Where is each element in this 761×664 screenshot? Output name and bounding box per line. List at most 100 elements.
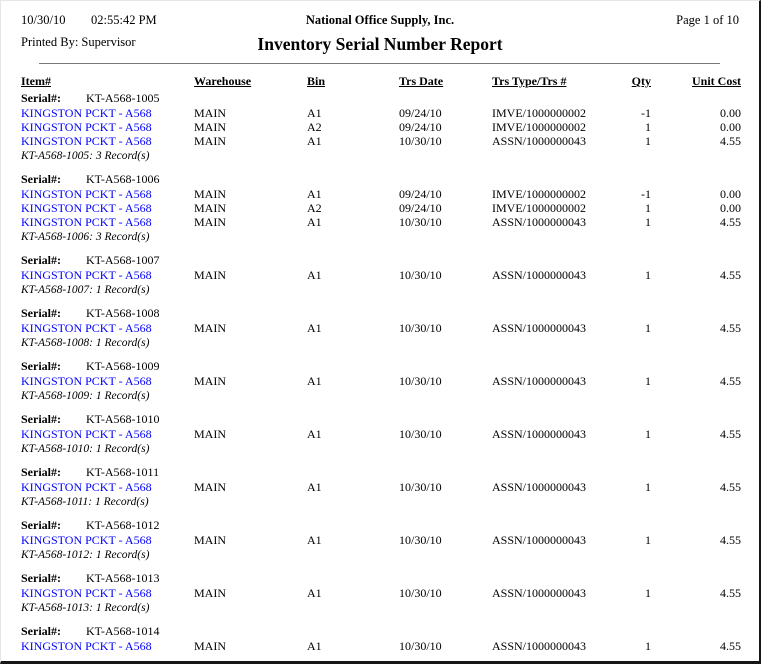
- trs-date-cell: 10/30/10: [399, 374, 442, 388]
- col-header-trs-type: Trs Type/Trs #: [492, 74, 567, 88]
- trs-date-cell: 10/30/10: [399, 268, 442, 282]
- page-indicator: Page 1 of 10: [676, 13, 739, 27]
- header-line-1: 10/30/10 02:55:42 PM National Office Sup…: [21, 13, 739, 33]
- item-link[interactable]: KINGSTON PCKT - A568: [21, 201, 152, 215]
- serial-line: Serial#: KT-A568-1008: [21, 305, 738, 321]
- item-link[interactable]: KINGSTON PCKT - A568: [21, 134, 152, 148]
- unit-cost-cell: 4.55: [720, 586, 741, 600]
- report-time: 02:55:42 PM: [91, 13, 157, 27]
- serial-label: Serial#:: [21, 306, 61, 320]
- bin-cell: A1: [307, 480, 322, 494]
- item-link[interactable]: KINGSTON PCKT - A568: [21, 639, 152, 653]
- group-summary: KT-A568-1013: 1 Record(s): [21, 602, 150, 614]
- qty-cell: 1: [645, 427, 651, 441]
- item-link[interactable]: KINGSTON PCKT - A568: [21, 480, 152, 494]
- warehouse-cell: MAIN: [194, 201, 226, 215]
- company-name: National Office Supply, Inc.: [305, 13, 455, 27]
- qty-cell: 1: [645, 639, 651, 653]
- trs-date-cell: 09/24/10: [399, 201, 442, 215]
- bin-cell: A1: [307, 268, 322, 282]
- qty-cell: 1: [645, 215, 651, 229]
- qty-cell: 1: [645, 533, 651, 547]
- item-link[interactable]: KINGSTON PCKT - A568: [21, 374, 152, 388]
- serial-line: Serial#: KT-A568-1009: [21, 358, 738, 374]
- trs-date-cell: 09/24/10: [399, 106, 442, 120]
- qty-cell: 1: [645, 268, 651, 282]
- serial-number: KT-A568-1012: [86, 518, 160, 532]
- trs-type-cell: ASSN/1000000043: [492, 639, 587, 653]
- warehouse-cell: MAIN: [194, 639, 226, 653]
- table-row: KINGSTON PCKT - A568 MAIN A1 10/30/10 AS…: [21, 533, 741, 547]
- group-rows: KINGSTON PCKT - A568 MAIN A1 10/30/10 AS…: [21, 480, 741, 494]
- unit-cost-cell: 4.55: [720, 427, 741, 441]
- unit-cost-cell: 0.00: [720, 201, 741, 215]
- groups-container: Serial#: KT-A568-1005 KINGSTON PCKT - A5…: [21, 90, 741, 653]
- serial-number: KT-A568-1009: [86, 359, 160, 373]
- table-row: KINGSTON PCKT - A568 MAIN A1 10/30/10 AS…: [21, 134, 741, 148]
- bin-cell: A1: [307, 586, 322, 600]
- warehouse-cell: MAIN: [194, 106, 226, 120]
- item-link[interactable]: KINGSTON PCKT - A568: [21, 427, 152, 441]
- bin-cell: A1: [307, 533, 322, 547]
- trs-date-cell: 10/30/10: [399, 321, 442, 335]
- group-rows: KINGSTON PCKT - A568 MAIN A1 10/30/10 AS…: [21, 639, 741, 653]
- serial-line: Serial#: KT-A568-1011: [21, 464, 738, 480]
- group-summary: KT-A568-1012: 1 Record(s): [21, 549, 150, 561]
- item-link[interactable]: KINGSTON PCKT - A568: [21, 215, 152, 229]
- item-link[interactable]: KINGSTON PCKT - A568: [21, 586, 152, 600]
- trs-type-cell: IMVE/1000000002: [492, 201, 586, 215]
- bin-cell: A1: [307, 321, 322, 335]
- serial-line: Serial#: KT-A568-1006: [21, 171, 738, 187]
- serial-label: Serial#:: [21, 412, 61, 426]
- table-row: KINGSTON PCKT - A568 MAIN A1 10/30/10 AS…: [21, 215, 741, 229]
- group-summary: KT-A568-1011: 1 Record(s): [21, 496, 149, 508]
- serial-label: Serial#:: [21, 571, 61, 585]
- serial-group: Serial#: KT-A568-1008 KINGSTON PCKT - A5…: [21, 305, 741, 351]
- table-row: KINGSTON PCKT - A568 MAIN A1 09/24/10 IM…: [21, 187, 741, 201]
- item-link[interactable]: KINGSTON PCKT - A568: [21, 106, 152, 120]
- unit-cost-cell: 4.55: [720, 533, 741, 547]
- serial-group: Serial#: KT-A568-1012 KINGSTON PCKT - A5…: [21, 517, 741, 563]
- col-header-qty: Qty: [631, 74, 651, 88]
- qty-cell: 1: [645, 321, 651, 335]
- trs-date-cell: 10/30/10: [399, 586, 442, 600]
- serial-group: Serial#: KT-A568-1006 KINGSTON PCKT - A5…: [21, 171, 741, 245]
- group-summary: KT-A568-1006: 3 Record(s): [21, 231, 150, 243]
- bin-cell: A1: [307, 639, 322, 653]
- col-header-bin: Bin: [307, 74, 326, 88]
- report-header: 10/30/10 02:55:42 PM National Office Sup…: [1, 1, 759, 64]
- unit-cost-cell: 4.55: [720, 480, 741, 494]
- trs-date-cell: 09/24/10: [399, 187, 442, 201]
- group-rows: KINGSTON PCKT - A568 MAIN A1 09/24/10 IM…: [21, 106, 741, 148]
- trs-type-cell: ASSN/1000000043: [492, 134, 587, 148]
- bin-cell: A1: [307, 106, 322, 120]
- trs-date-cell: 10/30/10: [399, 134, 442, 148]
- serial-group: Serial#: KT-A568-1013 KINGSTON PCKT - A5…: [21, 570, 741, 616]
- header-line-2: Printed By: Supervisor Inventory Serial …: [21, 33, 739, 61]
- bin-cell: A1: [307, 215, 322, 229]
- table-row: KINGSTON PCKT - A568 MAIN A1 10/30/10 AS…: [21, 321, 741, 335]
- bin-cell: A2: [307, 201, 322, 215]
- group-rows: KINGSTON PCKT - A568 MAIN A1 10/30/10 AS…: [21, 321, 741, 335]
- qty-cell: 1: [645, 586, 651, 600]
- serial-label: Serial#:: [21, 91, 61, 105]
- serial-line: Serial#: KT-A568-1010: [21, 411, 738, 427]
- item-link[interactable]: KINGSTON PCKT - A568: [21, 268, 152, 282]
- warehouse-cell: MAIN: [194, 374, 226, 388]
- warehouse-cell: MAIN: [194, 321, 226, 335]
- serial-number: KT-A568-1007: [86, 253, 160, 267]
- item-link[interactable]: KINGSTON PCKT - A568: [21, 321, 152, 335]
- item-link[interactable]: KINGSTON PCKT - A568: [21, 533, 152, 547]
- item-link[interactable]: KINGSTON PCKT - A568: [21, 187, 152, 201]
- serial-group: Serial#: KT-A568-1011 KINGSTON PCKT - A5…: [21, 464, 741, 510]
- warehouse-cell: MAIN: [194, 480, 226, 494]
- serial-label: Serial#:: [21, 172, 61, 186]
- group-rows: KINGSTON PCKT - A568 MAIN A1 10/30/10 AS…: [21, 268, 741, 282]
- table-row: KINGSTON PCKT - A568 MAIN A2 09/24/10 IM…: [21, 120, 741, 134]
- warehouse-cell: MAIN: [194, 187, 226, 201]
- group-summary: KT-A568-1008: 1 Record(s): [21, 337, 150, 349]
- serial-group: Serial#: KT-A568-1014 KINGSTON PCKT - A5…: [21, 623, 741, 653]
- item-link[interactable]: KINGSTON PCKT - A568: [21, 120, 152, 134]
- qty-cell: 1: [645, 480, 651, 494]
